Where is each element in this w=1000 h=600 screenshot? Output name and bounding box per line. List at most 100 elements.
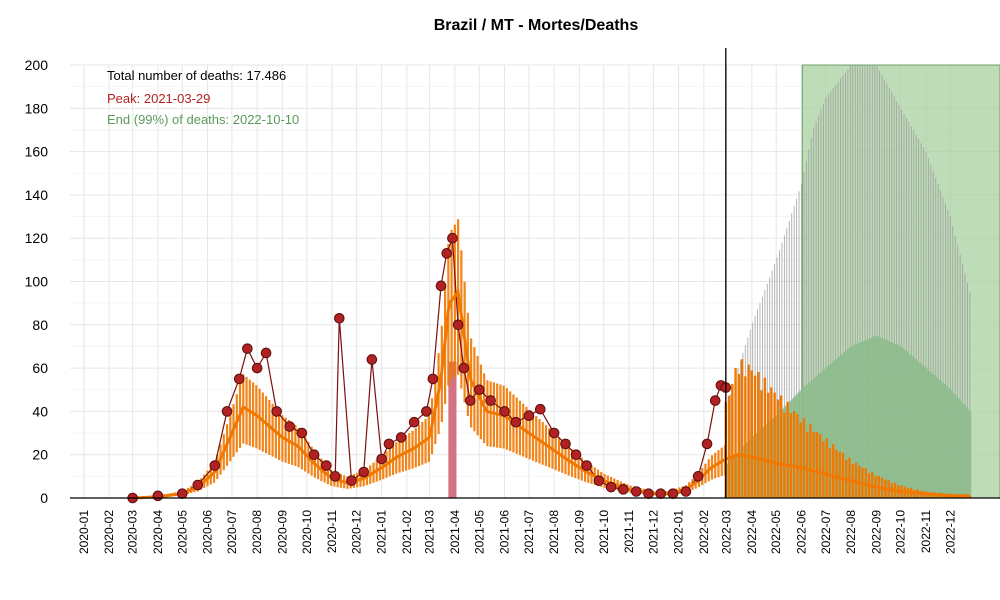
observed-point <box>383 438 395 450</box>
observed-point <box>221 406 233 417</box>
forecast-bar <box>820 371 824 498</box>
observed-point <box>427 373 439 385</box>
x-tick-label: 2022-03 <box>720 510 734 554</box>
forecast-bar <box>900 347 903 498</box>
forecast-bar <box>955 396 959 498</box>
forecast-bar <box>833 360 837 498</box>
forecast-bar <box>781 409 785 498</box>
x-tick-label: 2020-07 <box>225 510 239 554</box>
observed-point <box>421 406 432 417</box>
x-tick-label: 2020-08 <box>250 510 264 554</box>
forecast-bar <box>797 392 801 498</box>
forecast-bar <box>807 383 811 498</box>
total-deaths-annotation: Total number of deaths: 17.486 <box>107 68 286 83</box>
forecast-bar <box>853 345 856 498</box>
y-tick-label: 60 <box>32 360 48 376</box>
observed-point <box>329 471 341 482</box>
forecast-bar <box>875 335 879 498</box>
x-tick-label: 2020-03 <box>126 510 140 554</box>
y-tick-label: 40 <box>32 403 48 419</box>
observed-point <box>499 406 510 417</box>
forecast-bar <box>905 351 908 498</box>
forecast-bar <box>861 341 864 498</box>
forecast-bar <box>916 361 920 498</box>
forecast-fit-line <box>725 453 970 498</box>
forecast-bar <box>832 361 835 498</box>
observed-point <box>376 453 387 465</box>
forecast-bar <box>914 359 918 498</box>
observed-point <box>458 362 470 374</box>
x-tick-labels: 2020-01 2020-02 2020-03 2020-04 2020-05 2020-… <box>77 510 958 554</box>
forecast-bar <box>784 405 788 498</box>
forecast-bar <box>822 370 825 498</box>
observed-point <box>251 362 263 374</box>
chart-title: Brazil / MT - Mortes/Deaths <box>434 17 639 34</box>
forecast-bar <box>869 338 873 498</box>
observed-point <box>296 427 308 439</box>
forecast-bar <box>934 376 938 498</box>
forecast-bar <box>879 337 882 498</box>
observed-point <box>408 416 420 428</box>
y-tick-labels: 0 20 40 60 80 100 120 140 160 180 200 <box>25 57 49 506</box>
x-tick-label: 2020-10 <box>300 510 314 554</box>
x-tick-label: 2022-04 <box>745 510 759 554</box>
forecast-bar <box>897 345 900 498</box>
forecast-bar <box>877 336 881 498</box>
observed-point <box>655 488 667 499</box>
observed-point <box>242 343 253 354</box>
forecast-bar <box>801 389 804 498</box>
forecast-bar <box>960 402 964 498</box>
y-tick-label: 120 <box>25 230 49 246</box>
forecast-bar <box>856 343 860 498</box>
forecast-bar <box>880 338 884 498</box>
observed-point <box>192 479 204 491</box>
forecast-bar <box>749 439 752 498</box>
forecast-bar <box>942 383 946 498</box>
forecast-bar <box>867 338 871 498</box>
forecast-bar <box>947 388 951 498</box>
observed-point <box>209 460 221 471</box>
observed-point <box>692 471 704 482</box>
x-tick-label: 2021-11 <box>622 510 636 553</box>
forecast-bar <box>729 460 733 498</box>
forecast-bar <box>771 418 775 498</box>
observed-point <box>709 395 721 406</box>
x-tick-label: 2022-06 <box>794 510 808 554</box>
forecast-bar <box>932 375 936 498</box>
forecast-bar <box>778 412 781 498</box>
forecast-bar <box>732 456 736 498</box>
forecast-bar <box>755 433 759 498</box>
forecast-bar <box>735 453 739 498</box>
forecast-bar <box>858 342 861 498</box>
observed-point <box>176 488 188 499</box>
observed-layer <box>127 219 732 504</box>
observed-point <box>452 319 464 331</box>
x-tick-label: 2022-02 <box>697 510 711 554</box>
x-tick-label: 2021-01 <box>375 510 389 554</box>
x-tick-label: 2020-01 <box>77 510 91 554</box>
forecast-bar <box>835 359 838 498</box>
forecast-bar <box>817 374 820 498</box>
forecast-bar <box>906 352 910 498</box>
forecast-bar <box>888 341 892 498</box>
forecast-bar <box>918 362 921 498</box>
x-tick-label: 2021-05 <box>472 510 486 554</box>
forecast-bar <box>788 402 791 498</box>
forecast-bar <box>859 342 863 498</box>
x-tick-label: 2022-08 <box>844 510 858 554</box>
forecast-bar <box>892 343 895 498</box>
forecast-bar <box>910 355 913 498</box>
forecast-bar <box>950 391 954 498</box>
forecast-bar <box>758 430 762 498</box>
observed-point <box>548 427 560 439</box>
end-annotation: End (99%) of deaths: 2022-10-10 <box>107 112 299 127</box>
forecast-bar <box>872 336 876 498</box>
y-tick-label: 0 <box>40 490 48 506</box>
x-tick-label: 2021-07 <box>522 510 536 554</box>
observed-point <box>447 232 458 244</box>
observed-point <box>680 486 692 497</box>
forecast-bar <box>848 347 851 498</box>
x-tick-label: 2021-08 <box>547 510 561 554</box>
forecast-bar <box>936 378 939 498</box>
